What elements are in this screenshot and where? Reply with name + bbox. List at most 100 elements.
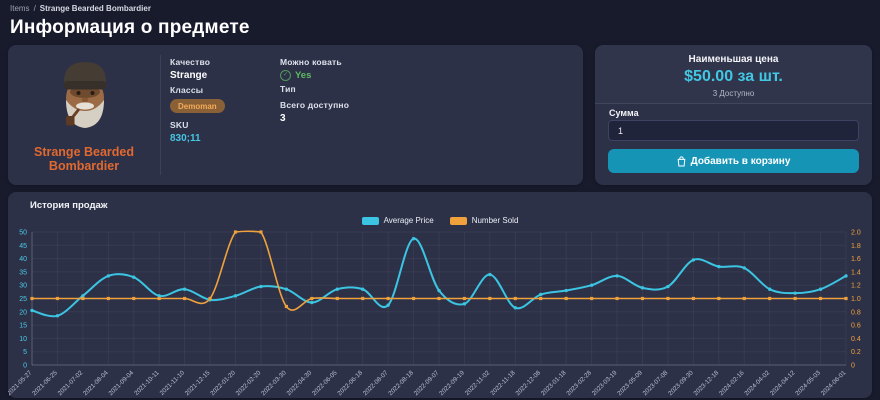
svg-text:2022-06-18: 2022-06-18 [336,369,364,397]
svg-text:25: 25 [19,296,27,303]
svg-text:2022-11-02: 2022-11-02 [464,369,492,397]
available-value: 3 [280,113,286,124]
classes-label: Классы [170,85,204,95]
svg-text:1.2: 1.2 [851,283,861,290]
svg-text:2022-08-18: 2022-08-18 [387,369,415,397]
svg-text:2022-12-08: 2022-12-08 [514,369,542,397]
svg-text:2022-11-18: 2022-11-18 [489,369,517,397]
svg-text:2024-05-03: 2024-05-03 [794,369,822,397]
type-label: Тип [280,84,296,94]
breadcrumb-current: Strange Bearded Bombardier [39,4,151,13]
legend-swatch [449,216,467,225]
svg-text:2.0: 2.0 [851,230,861,237]
page-header: Items / Strange Bearded Bombardier Инфор… [10,4,250,39]
svg-text:2022-02-20: 2022-02-20 [235,369,263,397]
svg-text:2023-07-08: 2023-07-08 [642,369,670,397]
svg-text:2022-04-30: 2022-04-30 [285,369,313,397]
svg-text:50: 50 [19,230,27,237]
legend-item-number-sold[interactable]: Number Sold [449,216,519,225]
sku-value[interactable]: 830;11 [170,133,201,144]
breadcrumb-separator: / [33,4,36,13]
add-to-cart-button[interactable]: Добавить в корзину [608,149,859,173]
item-image [63,62,107,128]
breadcrumb: Items / Strange Bearded Bombardier [10,4,250,13]
svg-text:2023-02-28: 2023-02-28 [565,369,593,397]
lowest-price-label: Наименьшая цена [688,54,779,65]
svg-text:30: 30 [19,283,27,290]
legend-label: Number Sold [471,216,519,225]
price-value: $50.00 за шт. [684,68,783,85]
craftable-value: Yes [295,70,312,81]
legend-swatch [361,216,379,225]
svg-text:2021-12-15: 2021-12-15 [184,369,212,397]
svg-text:2022-01-20: 2022-01-20 [209,369,237,397]
cart-icon [677,155,685,166]
svg-text:1.6: 1.6 [851,256,861,263]
svg-text:10: 10 [19,336,27,343]
sales-history-card: История продаж Average Price Number Sold… [8,192,872,398]
svg-text:40: 40 [19,256,27,263]
field-type: Тип [280,84,296,97]
field-classes: Классы Demoman [170,85,225,114]
check-icon: ✓ [280,70,291,81]
svg-text:0: 0 [851,363,855,370]
svg-text:2023-05-09: 2023-05-09 [616,369,644,397]
svg-text:2023-01-18: 2023-01-18 [540,369,568,397]
quality-value: Strange [170,70,208,81]
available-count: 3 Доступно [712,89,755,98]
svg-text:2024-04-02: 2024-04-02 [743,369,771,397]
field-craftable: Можно ковать ✓ Yes [280,57,342,81]
svg-text:2021-07-02: 2021-07-02 [57,369,85,397]
svg-text:5: 5 [23,349,27,356]
svg-text:0: 0 [23,363,27,370]
legend-label: Average Price [383,216,434,225]
svg-text:20: 20 [19,309,27,316]
add-to-cart-label: Добавить в корзину [690,155,791,167]
svg-text:2022-09-19: 2022-09-19 [438,369,466,397]
svg-text:2021-10-11: 2021-10-11 [133,369,161,397]
buy-card: Наименьшая цена $50.00 за шт. 3 Доступно… [595,45,872,185]
field-sku: SKU 830;11 [170,120,201,144]
svg-text:2024-04-12: 2024-04-12 [769,369,797,397]
svg-text:2022-03-30: 2022-03-30 [260,369,288,397]
quality-label: Качество [170,57,211,67]
svg-text:45: 45 [19,243,27,250]
svg-text:0.6: 0.6 [851,323,861,330]
svg-text:2021-09-04: 2021-09-04 [107,369,135,397]
chart-title: История продаж [30,200,108,211]
class-badge-demoman[interactable]: Demoman [170,99,225,113]
amount-input[interactable] [608,120,859,141]
available-label: Всего доступно [280,100,350,110]
svg-text:2021-06-25: 2021-06-25 [31,369,59,397]
legend-item-average-price[interactable]: Average Price [361,216,434,225]
field-quality: Качество Strange [170,57,210,81]
svg-text:2022-08-07: 2022-08-07 [362,369,390,397]
svg-text:2023-12-18: 2023-12-18 [692,369,720,397]
item-info-card: Strange Bearded Bombardier Качество Stra… [8,45,583,185]
svg-text:0.2: 0.2 [851,349,861,356]
svg-text:2023-09-30: 2023-09-30 [667,369,695,397]
card-divider [160,55,161,175]
svg-text:0.4: 0.4 [851,336,861,343]
breadcrumb-root-link[interactable]: Items [10,4,30,13]
svg-text:1.8: 1.8 [851,243,861,250]
svg-text:1.0: 1.0 [851,296,861,303]
svg-text:2021-11-10: 2021-11-10 [159,369,187,397]
price-header: Наименьшая цена $50.00 за шт. 3 Доступно [595,45,872,104]
sales-chart-svg: 0 5 10 15 20 25 30 35 40 45 50 0 0.2 0.4 0.6 0.8 1.0 1.2 1… [8,230,861,398]
svg-text:2024-06-01: 2024-06-01 [820,369,848,397]
svg-text:1.4: 1.4 [851,269,861,276]
svg-text:0.8: 0.8 [851,309,861,316]
svg-text:2024-02-16: 2024-02-16 [718,369,746,397]
craftable-label: Можно ковать [280,57,342,67]
item-name: Strange Bearded Bombardier [33,145,135,173]
svg-text:15: 15 [19,323,27,330]
sku-label: SKU [170,120,189,130]
field-available: Всего доступно 3 [280,100,349,124]
chart-legend: Average Price Number Sold [8,216,872,225]
svg-text:35: 35 [19,269,27,276]
amount-label: Сумма [609,108,639,118]
svg-text:2021-08-04: 2021-08-04 [82,369,110,397]
page-title: Информация о предмете [10,17,250,38]
svg-text:2022-09-07: 2022-09-07 [413,369,441,397]
